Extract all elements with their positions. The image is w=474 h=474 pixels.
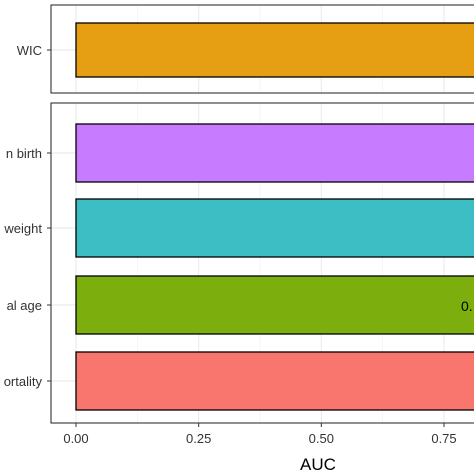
bar-ortality	[75, 351, 474, 411]
panels-layer: WIC 0. n birth weight al age ortality	[3, 4, 474, 424]
bar-weight	[75, 198, 474, 258]
category-label: weight	[3, 221, 42, 236]
panel-border	[50, 102, 474, 424]
x-axis: 0.00 0.25 0.50 0.75	[63, 423, 457, 446]
bar-al-age	[75, 275, 474, 335]
x-tick-label: 0.50	[309, 431, 334, 446]
x-tick-label: 0.75	[431, 431, 456, 446]
x-axis-title: AUC	[300, 455, 336, 474]
category-label: ortality	[4, 374, 43, 389]
panel-1	[50, 4, 474, 94]
category-label: n birth	[6, 146, 42, 161]
x-tick-label: 0.00	[63, 431, 88, 446]
x-tick-label: 0.25	[186, 431, 211, 446]
panel-border	[50, 4, 474, 94]
bar-wic	[75, 22, 474, 78]
panel-2: 0.	[50, 102, 474, 424]
bar-n-birth	[75, 123, 474, 183]
category-label: WIC	[17, 43, 42, 58]
category-label: al age	[7, 298, 42, 313]
value-label: 0.	[461, 298, 473, 314]
